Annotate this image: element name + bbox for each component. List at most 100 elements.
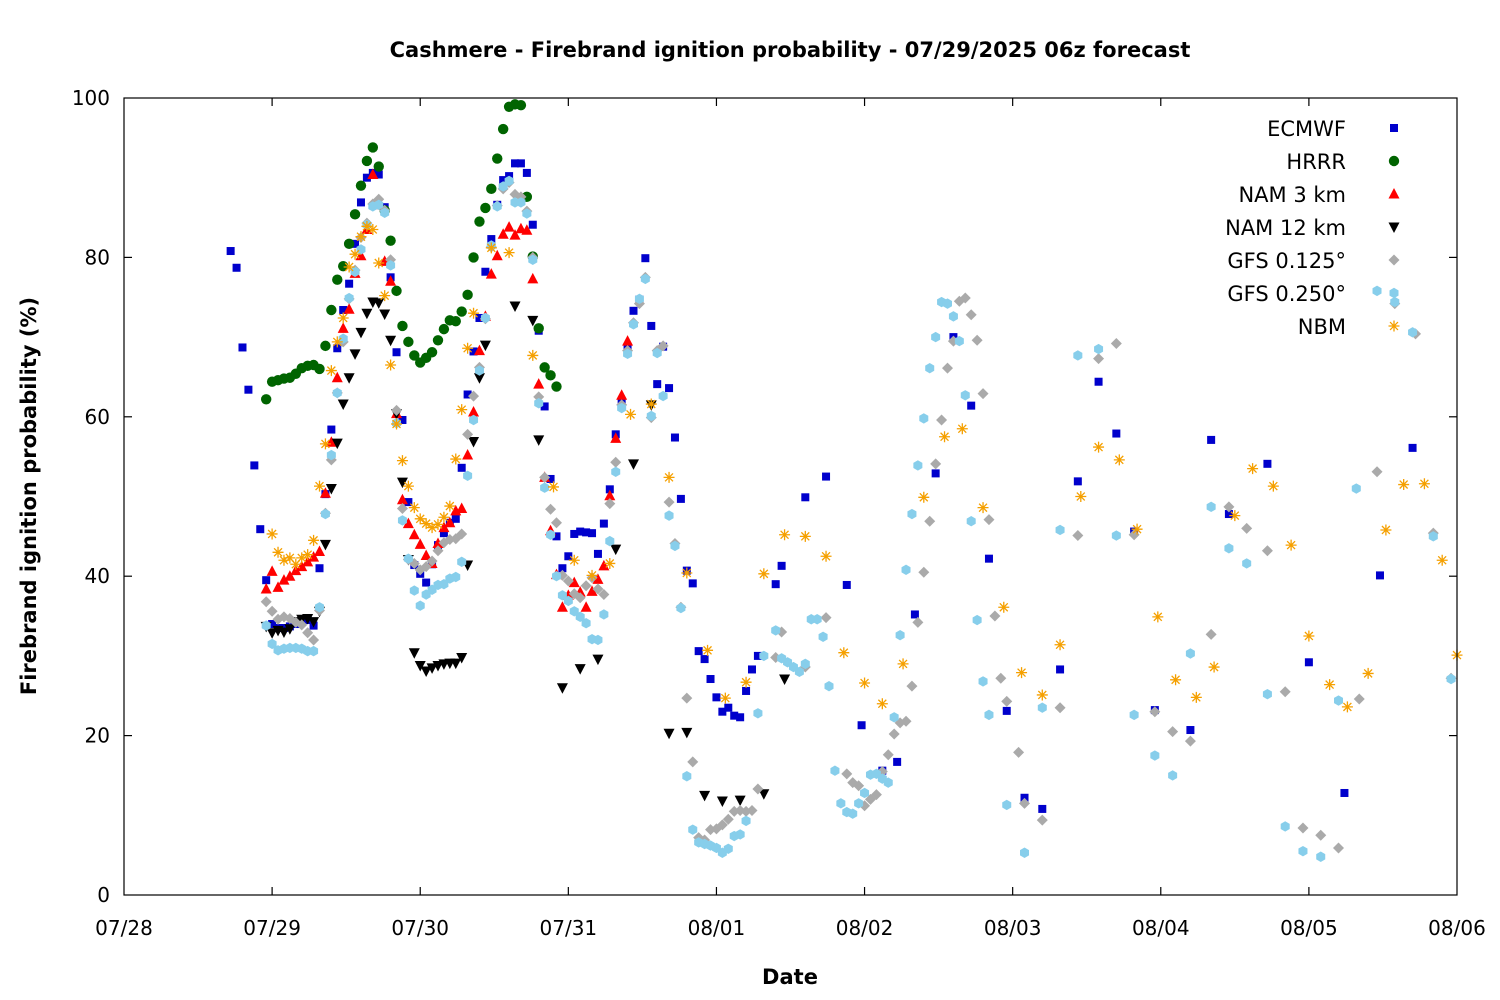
gfs-0-125-point <box>1072 530 1084 542</box>
nam-3-km-point <box>408 528 420 540</box>
gfs-0-250-point <box>901 564 911 576</box>
nbm-point <box>485 242 497 254</box>
nbm-point <box>290 558 302 570</box>
y-axis-ticks: 0 20 40 60 80 100 <box>72 86 1457 907</box>
ecmwf-point <box>475 313 484 322</box>
gfs-0-250-point <box>629 319 639 330</box>
gfs-0-125-point <box>1149 706 1161 718</box>
ecmwf-point <box>511 159 520 168</box>
gfs-0-250-point <box>1446 673 1456 685</box>
hrrr-point <box>438 323 450 335</box>
gfs-0-250-point <box>753 708 763 719</box>
nam-12-km-point <box>284 624 296 635</box>
nam-3-km-point <box>278 574 290 585</box>
gfs-0-250-point <box>1242 558 1252 569</box>
nam-3-km-point <box>473 344 485 356</box>
nbm-point <box>799 530 811 542</box>
nbm-point <box>702 644 714 656</box>
gfs-0-250-point <box>1150 750 1160 761</box>
ecmwf-point <box>730 711 739 720</box>
gfs-0-250-point <box>623 348 633 360</box>
ecmwf-point <box>226 247 235 256</box>
nbm-point <box>1436 554 1448 566</box>
x-tick-label: 08/03 <box>984 916 1042 940</box>
hrrr-point <box>551 381 562 392</box>
gfs-0-250-point <box>534 398 544 409</box>
gfs-0-250-point <box>931 331 941 343</box>
nbm-point <box>319 438 331 450</box>
ecmwf-point <box>842 580 851 589</box>
x-axis-label: Date <box>762 965 818 989</box>
gfs-0-250-point <box>463 470 473 481</box>
nam-3-km-point <box>260 582 272 594</box>
gfs-0-125-point <box>610 456 622 468</box>
ecmwf-point <box>629 306 638 315</box>
nbm-point <box>586 569 598 581</box>
gfs-0-250-point <box>771 625 781 636</box>
nbm-point <box>1398 479 1410 491</box>
nam-3-km-point <box>337 322 349 333</box>
hrrr-point <box>385 235 396 246</box>
nbm-point <box>426 522 438 534</box>
nbm-point <box>859 677 871 689</box>
gfs-0-125-point <box>1315 829 1327 841</box>
gfs-0-250-point <box>1408 327 1418 338</box>
ecmwf-point <box>1002 706 1011 715</box>
hrrr-point <box>432 335 444 346</box>
gfs-0-125-point <box>1110 337 1122 349</box>
x-tick-label: 07/29 <box>243 916 301 940</box>
ecmwf-point <box>593 549 602 558</box>
gfs-0-125-point <box>995 672 1007 684</box>
gfs-0-250-point <box>812 614 822 625</box>
nbm-point <box>331 336 343 348</box>
gfs-0-125-point <box>302 627 314 639</box>
gfs-0-250-point <box>854 798 864 809</box>
gfs-0-125-point <box>941 362 953 374</box>
nam-12-km-point <box>337 399 349 411</box>
gfs-0-250-point <box>1262 688 1272 700</box>
gfs-0-125-point <box>545 503 557 515</box>
nam-12-km-point <box>456 652 468 664</box>
nbm-point <box>266 528 278 540</box>
gfs-0-250-point <box>948 311 958 322</box>
legend-label: ECMWF <box>1267 117 1346 141</box>
nbm-point <box>1016 667 1028 679</box>
gfs-0-250-point <box>800 658 810 670</box>
ecmwf-point <box>801 493 810 502</box>
nbm-point <box>1152 611 1164 623</box>
gfs-0-125-point <box>1297 822 1309 834</box>
gfs-0-250-point <box>504 175 514 187</box>
nbm-point <box>385 359 397 371</box>
hrrr-point <box>450 315 461 327</box>
gfs-0-250-point <box>356 244 366 255</box>
nam-12-km-point <box>319 539 331 551</box>
nam-3-km-point <box>266 565 278 576</box>
nbm-point <box>897 658 909 670</box>
gfs-0-250-point <box>676 602 686 614</box>
gfs-0-125-point <box>391 404 403 416</box>
x-tick-label: 07/31 <box>540 916 598 940</box>
nam-12-km-point <box>450 658 462 670</box>
nbm-point <box>779 529 791 541</box>
gfs-0-250-point <box>818 631 828 642</box>
gfs-0-250-point <box>670 540 680 552</box>
gfs-0-125-point <box>462 428 474 440</box>
gfs-0-250-point <box>652 347 662 359</box>
gfs-0-250-point <box>593 634 603 646</box>
nam-12-km-point <box>349 349 361 360</box>
nam-3-km-point <box>284 570 296 581</box>
nbm-point <box>325 365 337 377</box>
y-tick-label: 100 <box>72 86 110 110</box>
nbm-point <box>468 307 480 319</box>
nbm-point <box>1054 639 1066 651</box>
x-tick-label: 08/04 <box>1132 916 1190 940</box>
nam-3-km-point <box>444 516 456 528</box>
legend-label: NBM <box>1298 315 1346 339</box>
gfs-0-250-point <box>1390 296 1400 308</box>
nbm-point <box>1380 524 1392 536</box>
nam-3-km-point <box>622 335 634 346</box>
gfs-0-250-point <box>966 516 976 527</box>
legend-marker <box>1388 254 1400 266</box>
legend-label: GFS 0.125° <box>1227 249 1346 273</box>
